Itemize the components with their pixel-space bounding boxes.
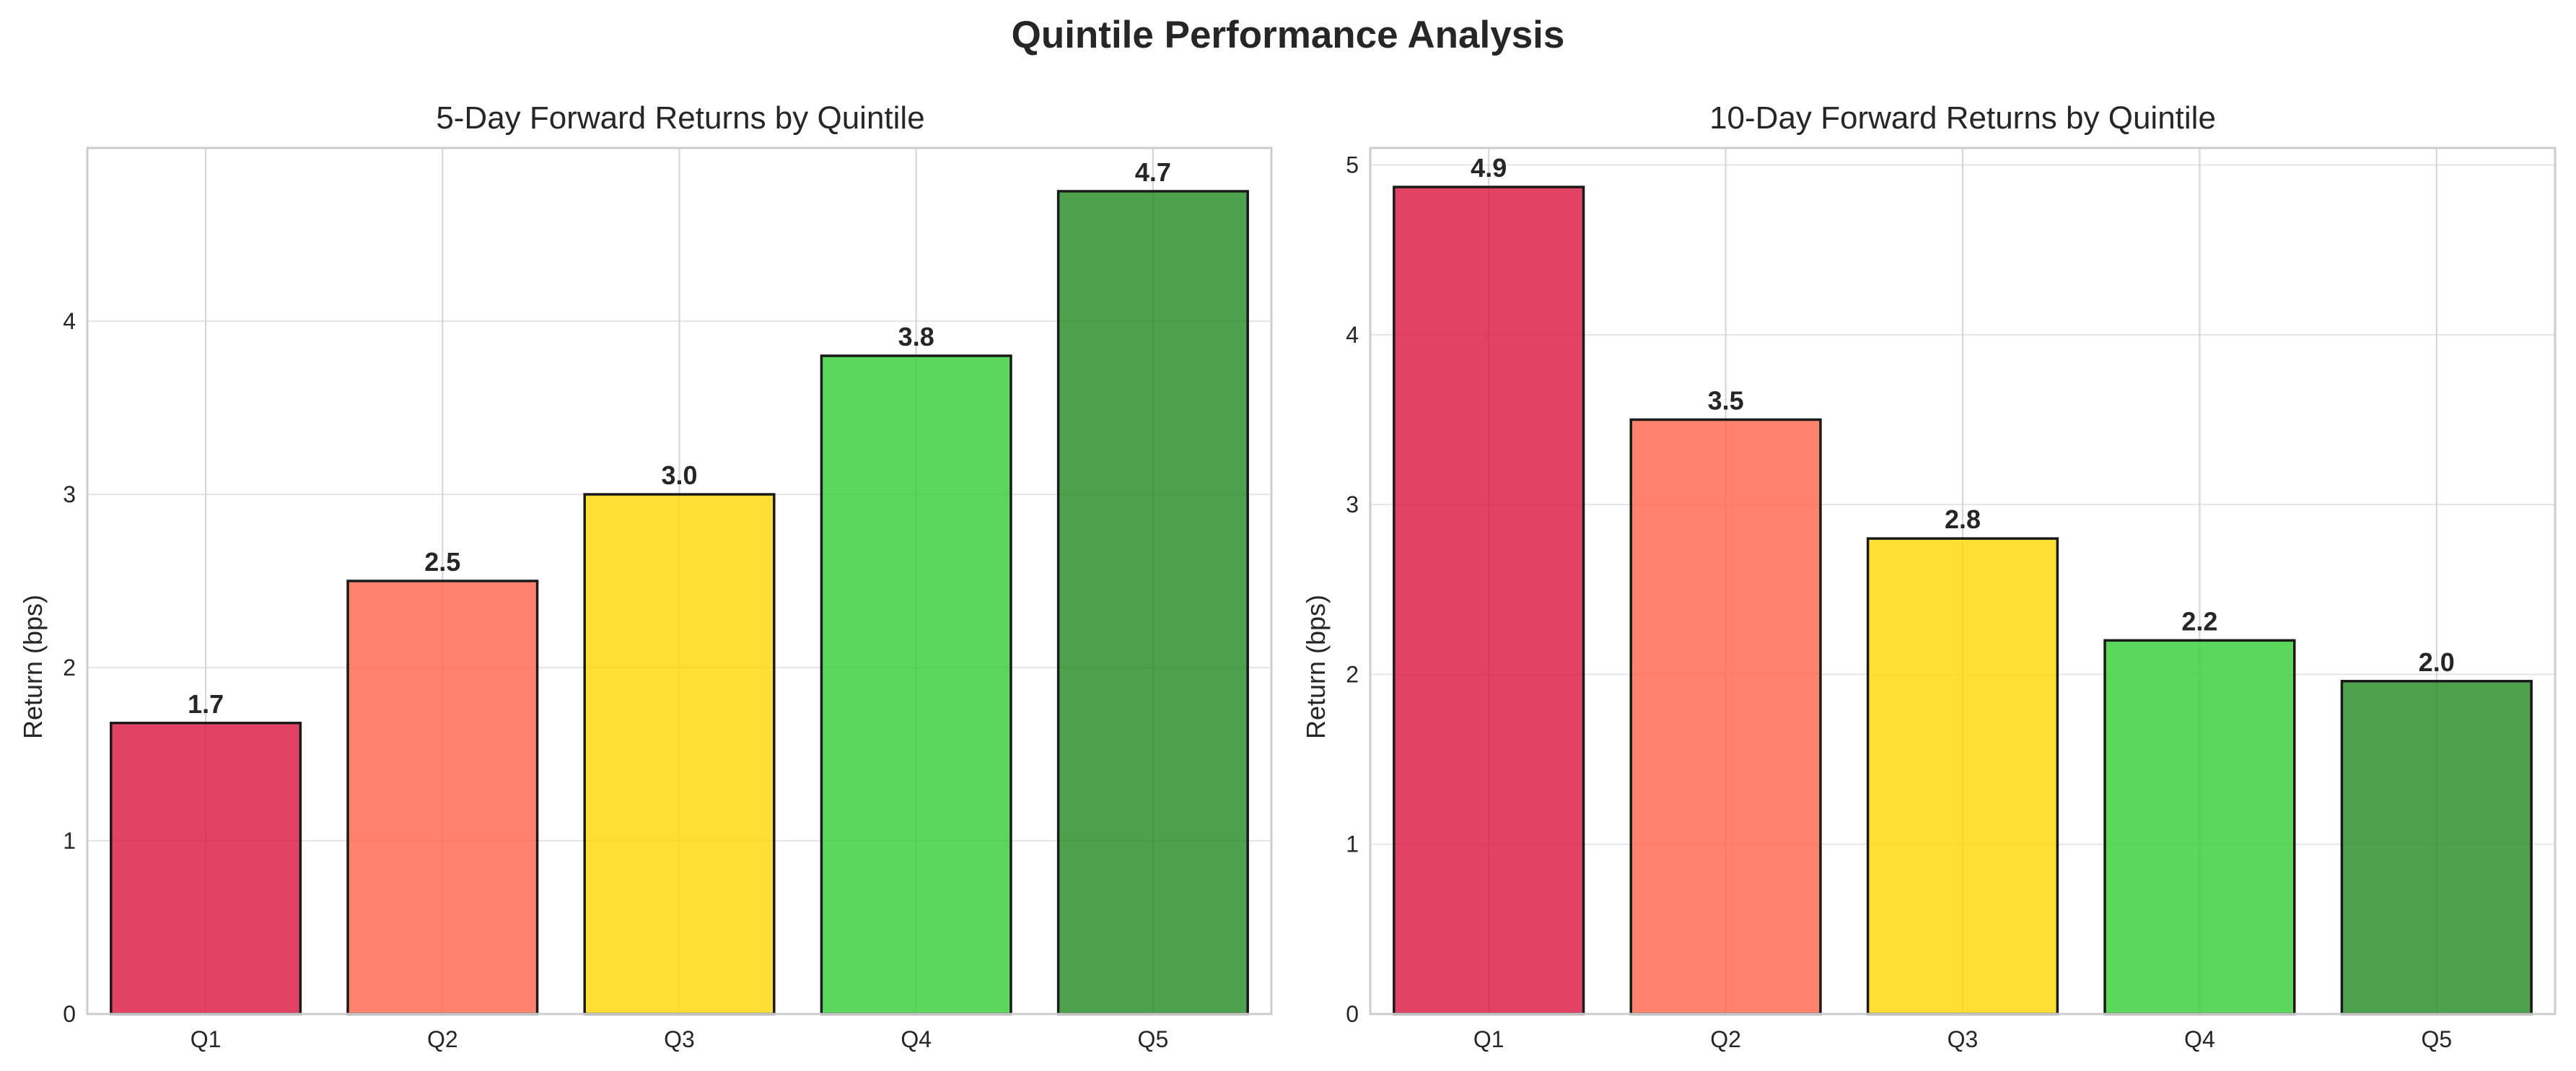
- bar-value-label: 2.2: [2181, 606, 2217, 636]
- bar-value-label: 2.8: [1945, 504, 1981, 534]
- y-tick-label: 0: [1346, 1001, 1359, 1027]
- y-tick-label: 1: [1346, 831, 1359, 857]
- x-tick-label: Q2: [1710, 1026, 1741, 1052]
- y-tick-label: 1: [63, 828, 76, 854]
- x-tick-label: Q4: [2184, 1026, 2215, 1052]
- bar-q4: [820, 354, 1012, 1015]
- bar-value-label: 3.5: [1708, 385, 1744, 415]
- bar-value-label: 3.0: [661, 460, 697, 490]
- y-tick-label: 3: [63, 481, 76, 507]
- bar-value-label: 2.0: [2419, 647, 2455, 677]
- bar-value-label: 3.8: [898, 322, 934, 351]
- x-tick-label: Q5: [2421, 1026, 2452, 1052]
- x-tick-label: Q2: [427, 1026, 458, 1052]
- chart-title: 10-Day Forward Returns by Quintile: [1709, 100, 2216, 136]
- y-tick-label: 2: [1346, 661, 1359, 687]
- bar-value-label: 1.7: [188, 689, 224, 719]
- x-tick-label: Q3: [664, 1026, 695, 1052]
- x-tick-label: Q5: [1138, 1026, 1169, 1052]
- y-axis-label: Return (bps): [18, 595, 48, 739]
- bar-q5: [2340, 680, 2533, 1015]
- chart-5day: 5-Day Forward Returns by Quintile Return…: [18, 100, 1273, 1052]
- chart-10day: 10-Day Forward Returns by Quintile Retur…: [1301, 100, 2557, 1052]
- y-tick-label: 2: [63, 655, 76, 681]
- plot-frame: [1369, 147, 2557, 1015]
- x-tick-label: Q1: [190, 1026, 222, 1052]
- bar-q1: [1393, 185, 1585, 1015]
- bar-q2: [346, 580, 539, 1015]
- y-tick-label: 5: [1346, 152, 1359, 178]
- y-tick-label: 0: [63, 1001, 76, 1027]
- x-tick-label: Q3: [1948, 1026, 1979, 1052]
- x-tick-label: Q4: [901, 1026, 932, 1052]
- bar-q2: [1629, 418, 1822, 1015]
- y-tick-label: 4: [63, 308, 76, 334]
- bar-value-label: 2.5: [424, 547, 460, 577]
- bar-q4: [2103, 639, 2296, 1015]
- x-tick-label: Q1: [1473, 1026, 1504, 1052]
- bar-q5: [1056, 190, 1249, 1015]
- bar-q1: [110, 722, 302, 1015]
- y-axis-label: Return (bps): [1301, 595, 1331, 739]
- bar-value-label: 4.9: [1471, 153, 1507, 183]
- chart-title: 5-Day Forward Returns by Quintile: [436, 100, 924, 136]
- bar-q3: [583, 493, 776, 1015]
- bar-q3: [1866, 537, 2059, 1015]
- bar-value-label: 4.7: [1135, 157, 1171, 187]
- figure-title: Quintile Performance Analysis: [1011, 14, 1565, 56]
- plot-frame: [86, 147, 1273, 1015]
- y-tick-label: 3: [1346, 491, 1359, 517]
- y-tick-label: 4: [1346, 322, 1359, 348]
